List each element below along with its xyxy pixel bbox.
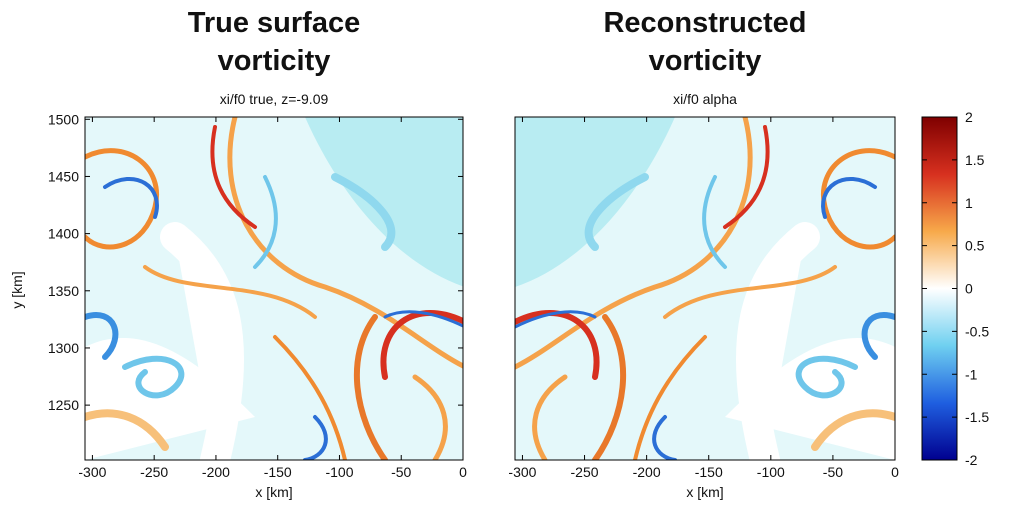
colorbar-tick-label: -1 — [965, 366, 978, 382]
panel-field — [515, 117, 895, 460]
x-tick-label: -100 — [757, 464, 785, 480]
colorbar-tick-label: 2 — [965, 109, 973, 125]
y-tick-label: 1350 — [48, 283, 79, 299]
x-tick-label: -150 — [695, 464, 723, 480]
colorbar-tick-label: -1.5 — [965, 409, 989, 425]
colorbar-tick-label: 1.5 — [965, 152, 985, 168]
colorbar — [921, 116, 958, 461]
x-tick-label: -300 — [78, 464, 106, 480]
x-tick-label: -50 — [391, 464, 411, 480]
x-axis-label: x [km] — [255, 484, 292, 500]
x-tick-label: -100 — [325, 464, 353, 480]
y-tick-label: 1250 — [48, 397, 79, 413]
x-tick-label: -150 — [264, 464, 292, 480]
y-tick-label: 1500 — [48, 111, 79, 127]
x-tick-label: 0 — [891, 464, 899, 480]
x-tick-label: -250 — [571, 464, 599, 480]
x-axis-label: x [km] — [686, 484, 723, 500]
axes-frame — [514, 116, 896, 461]
colorbar-tick-label: 1 — [965, 195, 973, 211]
x-tick-label: -300 — [508, 464, 536, 480]
panel-field — [85, 117, 465, 460]
x-tick-label: -250 — [140, 464, 168, 480]
chart-title: vorticity — [218, 45, 331, 77]
x-tick-label: -50 — [823, 464, 843, 480]
colorbar-tick-label: 0.5 — [965, 238, 985, 254]
axes-frame — [84, 116, 464, 461]
chart-title: vorticity — [649, 45, 762, 77]
x-tick-label: -200 — [633, 464, 661, 480]
y-tick-label: 1400 — [48, 226, 79, 242]
colorbar-tick-label: -0.5 — [965, 323, 989, 339]
x-tick-label: 0 — [459, 464, 467, 480]
chart-subtitle: xi/f0 alpha — [673, 91, 737, 107]
chart-subtitle: xi/f0 true, z=-9.09 — [220, 91, 329, 107]
chart-title: True surface — [188, 7, 360, 39]
chart-title: Reconstructed — [603, 7, 806, 39]
y-tick-label: 1300 — [48, 340, 79, 356]
y-tick-label: 1450 — [48, 168, 79, 184]
colorbar-tick-label: 0 — [965, 281, 973, 297]
colorbar-tick-label: -2 — [965, 452, 978, 468]
x-tick-label: -200 — [202, 464, 230, 480]
y-axis-label: y [km] — [9, 271, 25, 308]
